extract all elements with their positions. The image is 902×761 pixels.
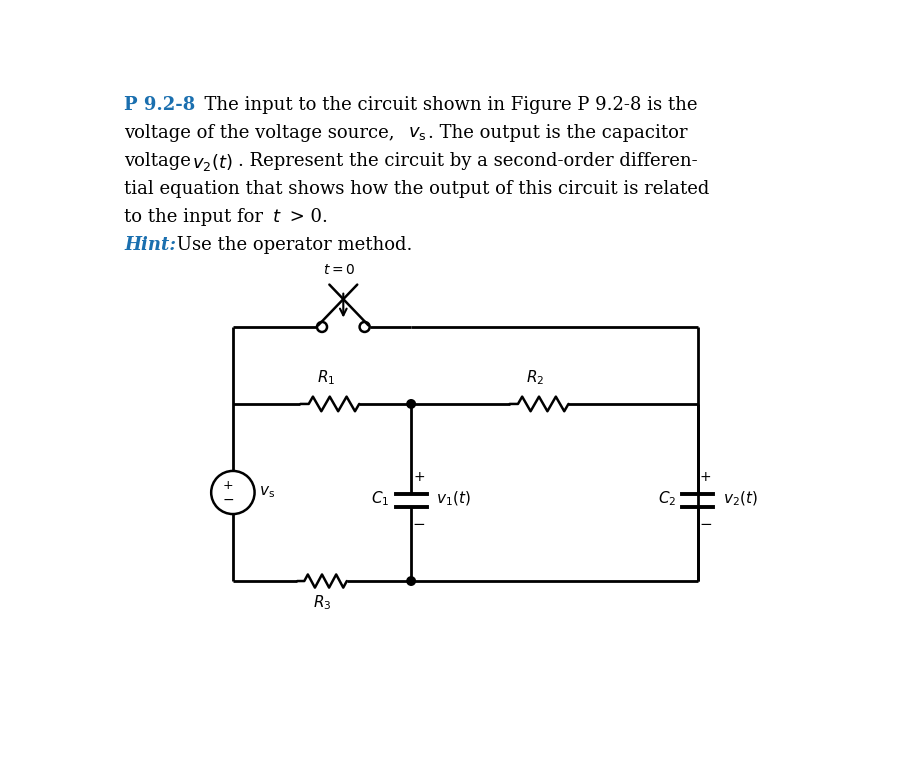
Circle shape [317,322,327,332]
Circle shape [407,400,416,408]
Text: voltage of the voltage source,: voltage of the voltage source, [124,124,400,142]
Text: $R_3$: $R_3$ [313,594,331,612]
Circle shape [407,577,416,585]
Text: $C_2$: $C_2$ [658,489,676,508]
Text: $v_2(t)$: $v_2(t)$ [723,489,758,508]
Text: $t$: $t$ [272,209,281,226]
Text: $R_1$: $R_1$ [317,368,335,387]
Circle shape [360,322,370,332]
Text: +: + [223,479,234,492]
Text: $v_2(t)$: $v_2(t)$ [192,152,233,174]
Text: . Represent the circuit by a second-order differen-: . Represent the circuit by a second-orde… [238,152,698,170]
Text: > 0.: > 0. [284,209,328,226]
Text: $t = 0$: $t = 0$ [323,263,355,277]
Text: $v_\mathrm{s}$: $v_\mathrm{s}$ [408,124,427,142]
Text: $v_\mathrm{s}$: $v_\mathrm{s}$ [259,485,275,500]
Text: Hint:: Hint: [124,237,177,254]
Text: tial equation that shows how the output of this circuit is related: tial equation that shows how the output … [124,180,710,199]
Text: +: + [413,470,425,484]
Text: $C_1$: $C_1$ [371,489,390,508]
Text: . The output is the capacitor: . The output is the capacitor [428,124,687,142]
Text: voltage: voltage [124,152,197,170]
Text: −: − [223,493,234,507]
Text: $v_1(t)$: $v_1(t)$ [436,489,471,508]
Text: P 9.2-8: P 9.2-8 [124,96,196,114]
Text: Use the operator method.: Use the operator method. [170,237,412,254]
Text: $-$: $-$ [699,516,713,530]
Text: The input to the circuit shown in Figure P 9.2-8 is the: The input to the circuit shown in Figure… [192,96,697,114]
Text: $-$: $-$ [412,516,426,530]
Text: $R_2$: $R_2$ [526,368,544,387]
Text: +: + [700,470,712,484]
Text: to the input for: to the input for [124,209,269,226]
